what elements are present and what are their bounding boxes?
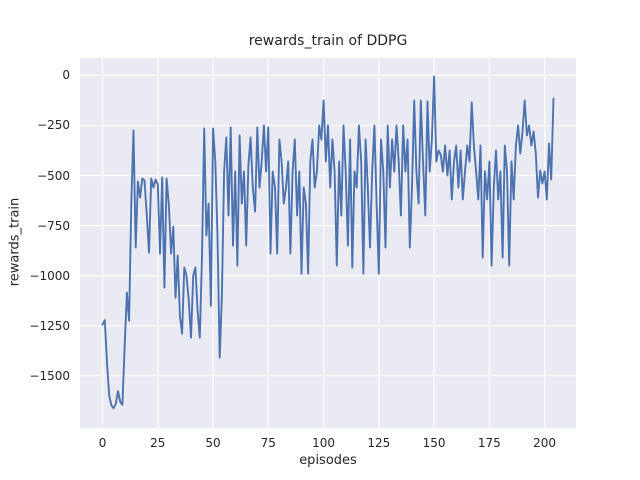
x-tick-label: 0 (98, 436, 107, 450)
x-tick-label: 175 (477, 436, 501, 450)
chart-title: rewards_train of DDPG (248, 33, 408, 49)
x-tick-label: 50 (205, 436, 221, 450)
rewards-line (101, 75, 555, 410)
x-axis-label: episodes (299, 453, 357, 468)
x-tick-label: 75 (260, 436, 276, 450)
y-tick-label: −500 (37, 168, 70, 183)
y-tick-label: −250 (37, 118, 70, 133)
x-tick-label: 25 (150, 436, 166, 450)
x-tick-label: 125 (367, 436, 391, 450)
line-plot-svg (80, 58, 576, 428)
y-axis-label: rewards_train (7, 197, 23, 287)
y-tick-label: 0 (62, 68, 70, 83)
y-tick-label: −1500 (29, 368, 70, 383)
y-tick-label: −750 (37, 218, 70, 233)
y-tick-label: −1250 (29, 318, 70, 333)
x-tick-label: 150 (422, 436, 446, 450)
y-tick-label: −1000 (29, 268, 70, 283)
x-tick-label: 200 (533, 436, 557, 450)
x-tick-label: 100 (312, 436, 336, 450)
plot-area (80, 58, 576, 428)
